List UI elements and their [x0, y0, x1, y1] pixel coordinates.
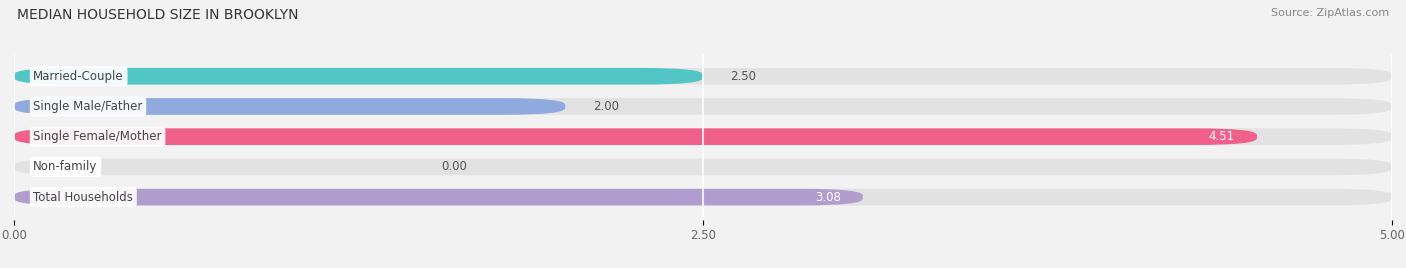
FancyBboxPatch shape: [14, 68, 703, 85]
Text: 2.00: 2.00: [593, 100, 619, 113]
FancyBboxPatch shape: [14, 159, 1392, 175]
Text: Source: ZipAtlas.com: Source: ZipAtlas.com: [1271, 8, 1389, 18]
Text: Married-Couple: Married-Couple: [34, 70, 124, 83]
FancyBboxPatch shape: [14, 189, 863, 205]
Text: 3.08: 3.08: [815, 191, 841, 204]
Text: Single Male/Father: Single Male/Father: [34, 100, 143, 113]
Text: 2.50: 2.50: [731, 70, 756, 83]
Text: Total Households: Total Households: [34, 191, 134, 204]
Text: Non-family: Non-family: [34, 160, 98, 173]
FancyBboxPatch shape: [14, 189, 1392, 205]
FancyBboxPatch shape: [14, 128, 1392, 145]
FancyBboxPatch shape: [14, 128, 1257, 145]
FancyBboxPatch shape: [14, 98, 1392, 115]
FancyBboxPatch shape: [14, 68, 1392, 85]
Text: MEDIAN HOUSEHOLD SIZE IN BROOKLYN: MEDIAN HOUSEHOLD SIZE IN BROOKLYN: [17, 8, 298, 22]
FancyBboxPatch shape: [14, 98, 565, 115]
Text: 4.51: 4.51: [1209, 130, 1234, 143]
Text: Single Female/Mother: Single Female/Mother: [34, 130, 162, 143]
Text: 0.00: 0.00: [441, 160, 467, 173]
